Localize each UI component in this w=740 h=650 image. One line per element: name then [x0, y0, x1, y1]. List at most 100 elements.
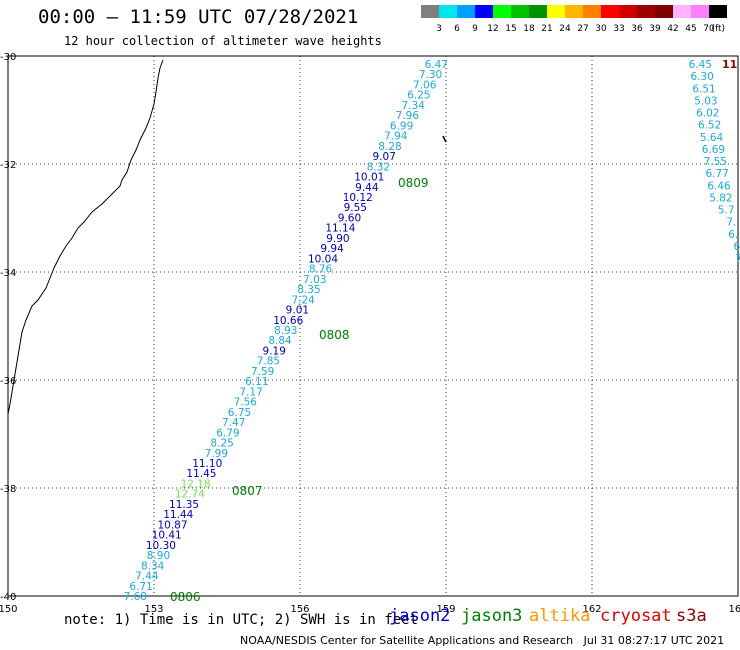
scale-swatch	[619, 5, 637, 18]
swh-value: 6.75	[228, 407, 251, 419]
scale-swatch	[583, 5, 601, 18]
swh-value: 8.90	[147, 550, 170, 562]
swh-value: 11.44	[163, 509, 193, 521]
scale-label: 12	[487, 24, 498, 34]
scale-swatch	[529, 5, 547, 18]
scale-label: 27	[577, 24, 588, 34]
swh-value: 12.18	[181, 478, 211, 490]
scale-label: 33	[613, 24, 624, 34]
swh-value: 11.45	[186, 468, 216, 480]
swh-value: 6.02	[696, 108, 719, 120]
scale-swatch	[709, 5, 727, 18]
scale-label: 36	[631, 24, 643, 34]
swh-value: 7.30	[419, 69, 442, 81]
lat-label: -40	[0, 592, 16, 603]
swh-value: 7.34	[401, 100, 425, 112]
swh-value: 6.79	[216, 427, 239, 439]
scale-swatch	[493, 5, 511, 18]
pass-time-label: 0806	[170, 590, 201, 604]
swh-value: 6.11	[245, 376, 268, 388]
pass-time-label: 0807	[232, 484, 263, 498]
lat-label: -36	[0, 376, 16, 387]
swh-value: 8.93	[274, 325, 297, 337]
swh-value: 7.99	[205, 448, 228, 460]
scale-swatch	[439, 5, 457, 18]
scale-swatch	[511, 5, 529, 18]
swh-value: 9.07	[373, 151, 396, 163]
swh-color-scale: 3 6 9 12 15 18 21 24 27 30 33 36 39 42 45 70(ft)	[421, 5, 727, 34]
scale-label: 24	[559, 24, 571, 34]
chart-title: 00:00 – 11:59 UTC 07/28/2021	[38, 6, 359, 28]
swh-value: 10.01	[354, 172, 384, 184]
swh-value: 7.59	[251, 366, 274, 378]
swh-value: 5.03	[694, 95, 717, 107]
scale-swatch	[691, 5, 709, 18]
swh-value: 7.85	[257, 356, 280, 368]
legend-jason3: jason3	[461, 606, 523, 626]
scale-swatch	[673, 5, 691, 18]
swh-value: 7.56	[234, 397, 258, 409]
swh-value: 6.51	[692, 83, 715, 95]
scale-unit: (ft)	[711, 24, 725, 34]
swh-value: 10.04	[308, 253, 338, 265]
swh-value: 9.19	[263, 345, 286, 357]
swh-value: 7.94	[384, 131, 408, 143]
swh-value: 6.	[728, 229, 738, 241]
swh-value: 11	[722, 58, 737, 71]
scale-label: 15	[505, 24, 516, 34]
scale-label: 9	[472, 24, 478, 34]
swh-value: 6.47	[425, 59, 448, 71]
swh-value: 10.87	[157, 519, 187, 531]
swh-value: 10.66	[273, 315, 303, 327]
swh-value: 6.77	[705, 168, 728, 180]
swh-value: 7.	[726, 217, 736, 229]
swh-value: 7	[735, 253, 740, 265]
swh-value: 8.35	[297, 284, 320, 296]
scale-label: 70	[703, 24, 715, 34]
swh-value: 11.35	[169, 499, 199, 511]
swh-value: 11.14	[325, 223, 355, 235]
legend-cryosat: cryosat	[600, 606, 672, 626]
swh-value: 5.64	[700, 132, 724, 144]
swh-value: 7.96	[396, 110, 420, 122]
credit-line: NOAA/NESDIS Center for Satellite Applica…	[240, 634, 725, 647]
swh-value: 6.46	[707, 180, 731, 192]
swh-value: 6.52	[698, 120, 721, 132]
swh-value: 10.30	[146, 540, 176, 552]
swh-value: 12.74	[175, 489, 205, 501]
lat-label: -38	[0, 484, 16, 495]
swh-value: 7.68	[124, 591, 147, 603]
swh-value: 6	[733, 241, 740, 253]
swh-value: 9.01	[286, 305, 309, 317]
swh-value: 8.25	[210, 438, 233, 450]
swh-value: 5.7	[718, 205, 735, 217]
swh-value: 11.10	[192, 458, 222, 470]
lat-label: -34	[0, 268, 16, 279]
pass-time-label: 0809	[398, 176, 429, 190]
swh-value: 8.76	[309, 264, 333, 276]
scale-label: 6	[454, 24, 460, 34]
swh-value: 6.69	[702, 144, 725, 156]
pass-time-label: 0808	[319, 328, 350, 342]
scale-swatch	[601, 5, 619, 18]
lon-label: 162	[582, 604, 601, 615]
scale-label: 30	[595, 24, 607, 34]
chart-subtitle: 12 hour collection of altimeter wave hei…	[64, 34, 382, 48]
scale-swatch	[547, 5, 565, 18]
swh-value: 10.12	[343, 192, 373, 204]
scale-swatch	[457, 5, 475, 18]
swh-value: 9.94	[320, 243, 344, 255]
swh-value: 6.99	[390, 120, 413, 132]
lon-label: 159	[436, 604, 455, 615]
swh-value: 8.34	[141, 560, 165, 572]
swh-value: 7.47	[222, 417, 245, 429]
legend-altika: altika	[529, 606, 591, 626]
map-frame	[7, 55, 739, 597]
scale-label: 3	[436, 24, 442, 34]
swh-value: 7.24	[291, 294, 315, 306]
scale-swatch	[655, 5, 673, 18]
swh-value: 9.55	[344, 202, 367, 214]
swh-value: 6.45	[689, 59, 712, 71]
swh-value: 6.25	[407, 90, 430, 102]
